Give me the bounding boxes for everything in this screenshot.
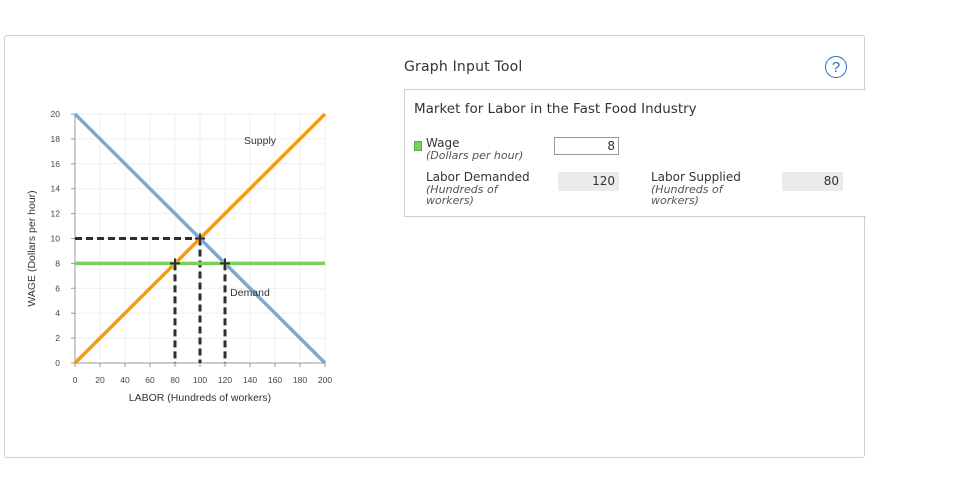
wage-unit: (Dollars per hour) bbox=[426, 149, 524, 162]
x-tick-label: 140 bbox=[243, 375, 257, 385]
y-tick-label: 2 bbox=[55, 333, 60, 343]
labor-supplied-label: Labor Supplied bbox=[651, 170, 741, 184]
labor-demanded-unit-2: workers) bbox=[426, 194, 474, 207]
y-tick-label: 8 bbox=[55, 258, 60, 268]
wage-color-swatch bbox=[414, 141, 422, 151]
y-tick-label: 4 bbox=[55, 308, 60, 318]
x-tick-label: 80 bbox=[170, 375, 180, 385]
x-tick-label: 100 bbox=[193, 375, 207, 385]
labor-supplied-value: 80 bbox=[782, 172, 843, 191]
y-tick-label: 12 bbox=[51, 209, 61, 219]
labor-supplied-unit-2: workers) bbox=[651, 194, 699, 207]
labor-demanded-value: 120 bbox=[558, 172, 619, 191]
y-tick-label: 18 bbox=[51, 134, 61, 144]
graph-input-panel: Market for Labor in the Fast Food Indust… bbox=[404, 89, 866, 217]
labor-demanded-unit-1: (Hundreds of bbox=[426, 183, 498, 196]
wage-label: Wage bbox=[426, 136, 460, 150]
y-tick-label: 0 bbox=[55, 358, 60, 368]
x-tick-label: 200 bbox=[318, 375, 332, 385]
x-tick-label: 60 bbox=[145, 375, 155, 385]
y-axis-label: WAGE (Dollars per hour) bbox=[26, 190, 38, 306]
y-tick-label: 14 bbox=[51, 184, 61, 194]
labor-supplied-unit-1: (Hundreds of bbox=[651, 183, 723, 196]
y-tick-label: 6 bbox=[55, 283, 60, 293]
help-icon[interactable]: ? bbox=[825, 56, 847, 78]
x-tick-label: 20 bbox=[95, 375, 105, 385]
supply-label: Supply bbox=[244, 135, 277, 147]
x-tick-label: 0 bbox=[73, 375, 78, 385]
x-tick-label: 120 bbox=[218, 375, 232, 385]
y-tick-label: 16 bbox=[51, 159, 61, 169]
x-axis-label: LABOR (Hundreds of workers) bbox=[129, 392, 271, 404]
y-tick-label: 20 bbox=[51, 109, 61, 119]
wage-input[interactable] bbox=[554, 137, 619, 155]
graph-input-tool-title: Graph Input Tool bbox=[404, 59, 523, 75]
x-tick-label: 180 bbox=[293, 375, 307, 385]
labor-demanded-label: Labor Demanded bbox=[426, 170, 530, 184]
panel-title: Market for Labor in the Fast Food Indust… bbox=[414, 101, 697, 117]
x-tick-label: 160 bbox=[268, 375, 282, 385]
y-tick-label: 10 bbox=[51, 234, 61, 244]
demand-label: Demand bbox=[230, 287, 270, 299]
x-tick-label: 40 bbox=[120, 375, 130, 385]
